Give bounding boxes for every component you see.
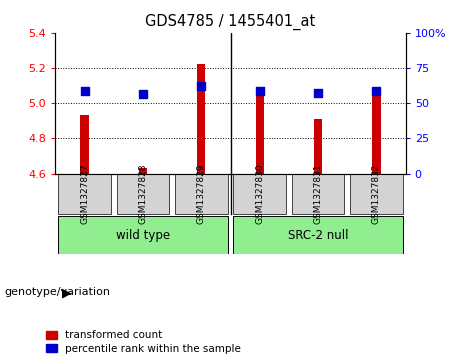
- Bar: [58, 216, 228, 254]
- Bar: [314, 119, 322, 174]
- Text: GSM1327829: GSM1327829: [197, 163, 206, 224]
- Point: [198, 83, 205, 89]
- Bar: [350, 174, 403, 214]
- Text: SRC-2 null: SRC-2 null: [288, 229, 349, 242]
- Bar: [233, 174, 286, 214]
- Legend: transformed count, percentile rank within the sample: transformed count, percentile rank withi…: [42, 326, 245, 358]
- Point: [81, 88, 88, 94]
- Title: GDS4785 / 1455401_at: GDS4785 / 1455401_at: [145, 14, 316, 30]
- Bar: [58, 174, 111, 214]
- Bar: [139, 168, 147, 174]
- Bar: [197, 64, 206, 174]
- Text: GSM1327828: GSM1327828: [138, 163, 148, 224]
- Point: [373, 88, 380, 94]
- Bar: [233, 216, 403, 254]
- Point: [256, 88, 263, 94]
- Bar: [80, 115, 89, 174]
- Text: GSM1327831: GSM1327831: [313, 163, 323, 224]
- Bar: [175, 174, 228, 214]
- Bar: [255, 96, 264, 174]
- Point: [314, 90, 322, 95]
- Bar: [372, 94, 381, 174]
- Text: genotype/variation: genotype/variation: [5, 287, 111, 297]
- Text: GSM1327827: GSM1327827: [80, 163, 89, 224]
- Text: wild type: wild type: [116, 229, 170, 242]
- Text: ▶: ▶: [62, 286, 72, 299]
- Text: GSM1327830: GSM1327830: [255, 163, 264, 224]
- Text: GSM1327832: GSM1327832: [372, 163, 381, 224]
- Bar: [292, 174, 344, 214]
- Bar: [117, 174, 169, 214]
- Point: [139, 91, 147, 97]
